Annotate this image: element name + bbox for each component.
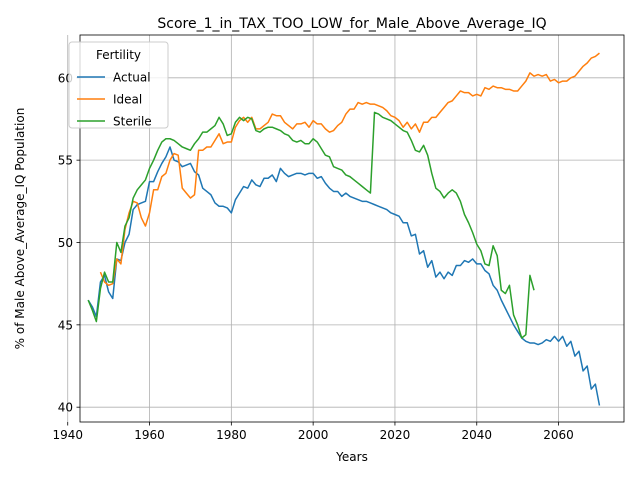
x-tick-label: 1960 — [134, 428, 165, 442]
series-line-sterile — [87, 111, 535, 339]
legend-label-sterile: Sterile — [113, 115, 152, 129]
y-tick-label: 45 — [58, 318, 73, 332]
y-tick-label: 40 — [58, 401, 73, 415]
x-tick-label: 1980 — [216, 428, 247, 442]
grid-layer — [67, 35, 624, 422]
series-line-ideal — [99, 52, 600, 287]
y-axis-title: % of Male Above_Average_IQ Population — [13, 108, 27, 350]
y-tick-label: 55 — [58, 154, 73, 168]
y-tick-label: 50 — [58, 236, 73, 250]
legend-label-actual: Actual — [113, 71, 151, 85]
legend-box — [68, 41, 169, 129]
x-tick-label: 2020 — [380, 428, 411, 442]
x-axis: 1940 1960 1980 2000 2020 2040 2060 — [52, 422, 574, 442]
series-line-actual — [87, 146, 601, 406]
x-tick-label: 2040 — [461, 428, 492, 442]
legend-title: Fertility — [96, 48, 141, 62]
lines-layer — [87, 52, 601, 406]
x-tick-label: 2000 — [298, 428, 329, 442]
legend-label-ideal: Ideal — [113, 93, 142, 107]
legend: Fertility Actual Ideal Sterile — [68, 41, 169, 129]
chart-title: Score_1_in_TAX_TOO_LOW_for_Male_Above_Av… — [157, 16, 546, 32]
x-tick-label: 2060 — [543, 428, 574, 442]
x-tick-label: 1940 — [52, 428, 83, 442]
x-axis-title: Years — [335, 450, 368, 464]
plot-frame — [79, 34, 625, 423]
